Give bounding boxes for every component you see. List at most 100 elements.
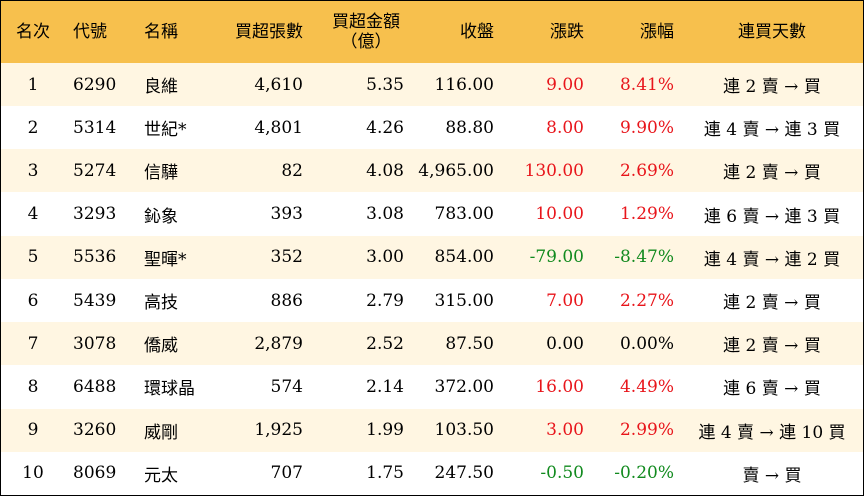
change-pct-cell: 4.49% [619,376,674,397]
net-buy-lots-cell: 1,925 [254,420,303,441]
header-code: 代號 [73,22,107,42]
code-cell: 3078 [73,333,117,354]
close-price-cell: 315.00 [434,290,494,311]
change-pct-cell: 9.90% [619,117,674,138]
code-cell: 6290 [73,74,117,95]
net-buy-amount-cell: 4.08 [366,160,404,181]
table-row: 3 5274 信驊 82 4.08 4,965.00 130.00 2.69% 連 2 賣 → … [1,149,863,193]
change-cell: 9.00 [546,74,584,95]
rank-cell: 6 [27,290,39,311]
code-cell: 3260 [73,420,117,441]
rank-cell: 2 [27,117,39,138]
streak-cell: 連 6 賣 → 買 [723,379,821,400]
header-change: 漲跌 [550,22,584,42]
close-price-cell: 88.80 [445,117,494,138]
close-price-cell: 854.00 [434,247,494,268]
change-cell: 8.00 [546,117,584,138]
net-buy-lots-cell: 886 [270,290,303,311]
streak-cell: 連 2 賣 → 買 [723,336,821,357]
net-buy-amount-cell: 1.75 [366,463,404,484]
code-cell: 5536 [73,247,117,268]
net-buy-amount-cell: 1.99 [366,420,404,441]
code-cell: 6488 [73,376,117,397]
rank-cell: 7 [27,333,39,354]
header-rank: 名次 [16,22,50,42]
name-cell: 聖暉* [144,249,187,270]
streak-cell: 連 6 賣 → 連 3 買 [703,206,841,227]
header-close: 收盤 [460,22,494,42]
close-price-cell: 116.00 [434,74,494,95]
net-buy-amount-cell: 4.26 [366,117,404,138]
table-header: 名次 代號 名稱 買超張數 買超金額 （億） 收盤 漲跌 漲幅 連買天數 [1,1,863,64]
streak-cell: 連 4 賣 → 連 2 買 [703,249,841,270]
net-buy-lots-cell: 352 [270,247,303,268]
change-cell: 10.00 [535,204,584,225]
streak-cell: 連 2 賣 → 買 [723,163,821,184]
streak-cell: 賣 → 買 [742,465,802,486]
change-cell: -79.00 [529,247,584,268]
change-cell: -0.50 [540,463,584,484]
streak-cell: 連 4 賣 → 連 10 買 [698,422,846,443]
rank-cell: 9 [27,420,39,441]
table-row: 2 5314 世紀* 4,801 4.26 88.80 8.00 9.90% 連 4 賣 → 連… [1,106,863,150]
header-net-buy-amount-label: 買超金額 [332,12,400,32]
table-row: 5 5536 聖暉* 352 3.00 854.00 -79.00 -8.47% 連 4 賣 →… [1,235,863,279]
name-cell: 世紀* [144,120,187,141]
change-cell: 3.00 [546,420,584,441]
net-buy-lots-cell: 4,801 [254,117,303,138]
change-pct-cell: 2.99% [619,420,674,441]
net-buy-lots-cell: 574 [270,376,303,397]
rank-cell: 5 [27,247,39,268]
net-buy-lots-cell: 707 [270,463,303,484]
code-cell: 3293 [73,204,117,225]
name-cell: 威剛 [144,422,178,443]
streak-cell: 連 2 賣 → 買 [723,293,821,313]
close-price-cell: 103.50 [434,420,494,441]
net-buy-amount-cell: 5.35 [366,74,404,95]
net-buy-amount-cell: 2.52 [366,333,404,354]
rank-cell: 3 [27,160,39,181]
change-cell: 16.00 [535,376,584,397]
name-cell: 高技 [144,293,178,313]
table-row: 10 8069 元太 707 1.75 247.50 -0.50 -0.20% 賣 → 買 [1,451,863,495]
name-cell: 環球晶 [144,379,195,400]
header-change-pct: 漲幅 [640,22,674,42]
header-name: 名稱 [144,22,178,42]
table-row: 7 3078 僑威 2,879 2.52 87.50 0.00 0.00% 連 2 賣 → 買 [1,322,863,366]
rank-cell: 1 [27,74,39,95]
change-pct-cell: -8.47% [614,247,674,268]
table-row: 1 6290 良維 4,610 5.35 116.00 9.00 8.41% 連 2 賣 → 買 [1,63,863,106]
net-buy-amount-cell: 2.79 [366,290,404,311]
streak-cell: 連 2 賣 → 買 [723,77,821,97]
close-price-cell: 372.00 [434,376,494,397]
close-price-cell: 4,965.00 [418,160,494,181]
name-cell: 信驊 [144,163,178,184]
close-price-cell: 783.00 [434,204,494,225]
header-net-buy-amount: 買超金額 （億） [321,1,404,63]
close-price-cell: 247.50 [434,463,494,484]
net-buy-amount-cell: 3.00 [366,247,404,268]
change-pct-cell: -0.20% [614,463,674,484]
code-cell: 8069 [73,463,117,484]
table-row: 4 3293 鈊象 393 3.08 783.00 10.00 1.29% 連 6 賣 → 連 … [1,192,863,236]
name-cell: 鈊象 [144,206,178,227]
net-buy-lots-cell: 82 [281,160,303,181]
change-pct-cell: 0.00% [619,333,674,354]
table-row: 9 3260 威剛 1,925 1.99 103.50 3.00 2.99% 連 4 賣 → 連… [1,408,863,452]
change-pct-cell: 1.29% [619,204,674,225]
net-buy-lots-cell: 393 [270,204,303,225]
net-buy-lots-cell: 4,610 [254,74,303,95]
change-cell: 130.00 [524,160,584,181]
rank-cell: 4 [27,204,39,225]
code-cell: 5314 [73,117,117,138]
header-streak: 連買天數 [738,22,806,42]
net-buy-amount-cell: 3.08 [366,204,404,225]
code-cell: 5439 [73,290,117,311]
name-cell: 僑威 [144,336,178,357]
change-pct-cell: 2.69% [619,160,674,181]
change-pct-cell: 2.27% [619,290,674,311]
net-buy-amount-cell: 2.14 [366,376,404,397]
change-cell: 0.00 [546,333,584,354]
name-cell: 良維 [144,77,178,97]
